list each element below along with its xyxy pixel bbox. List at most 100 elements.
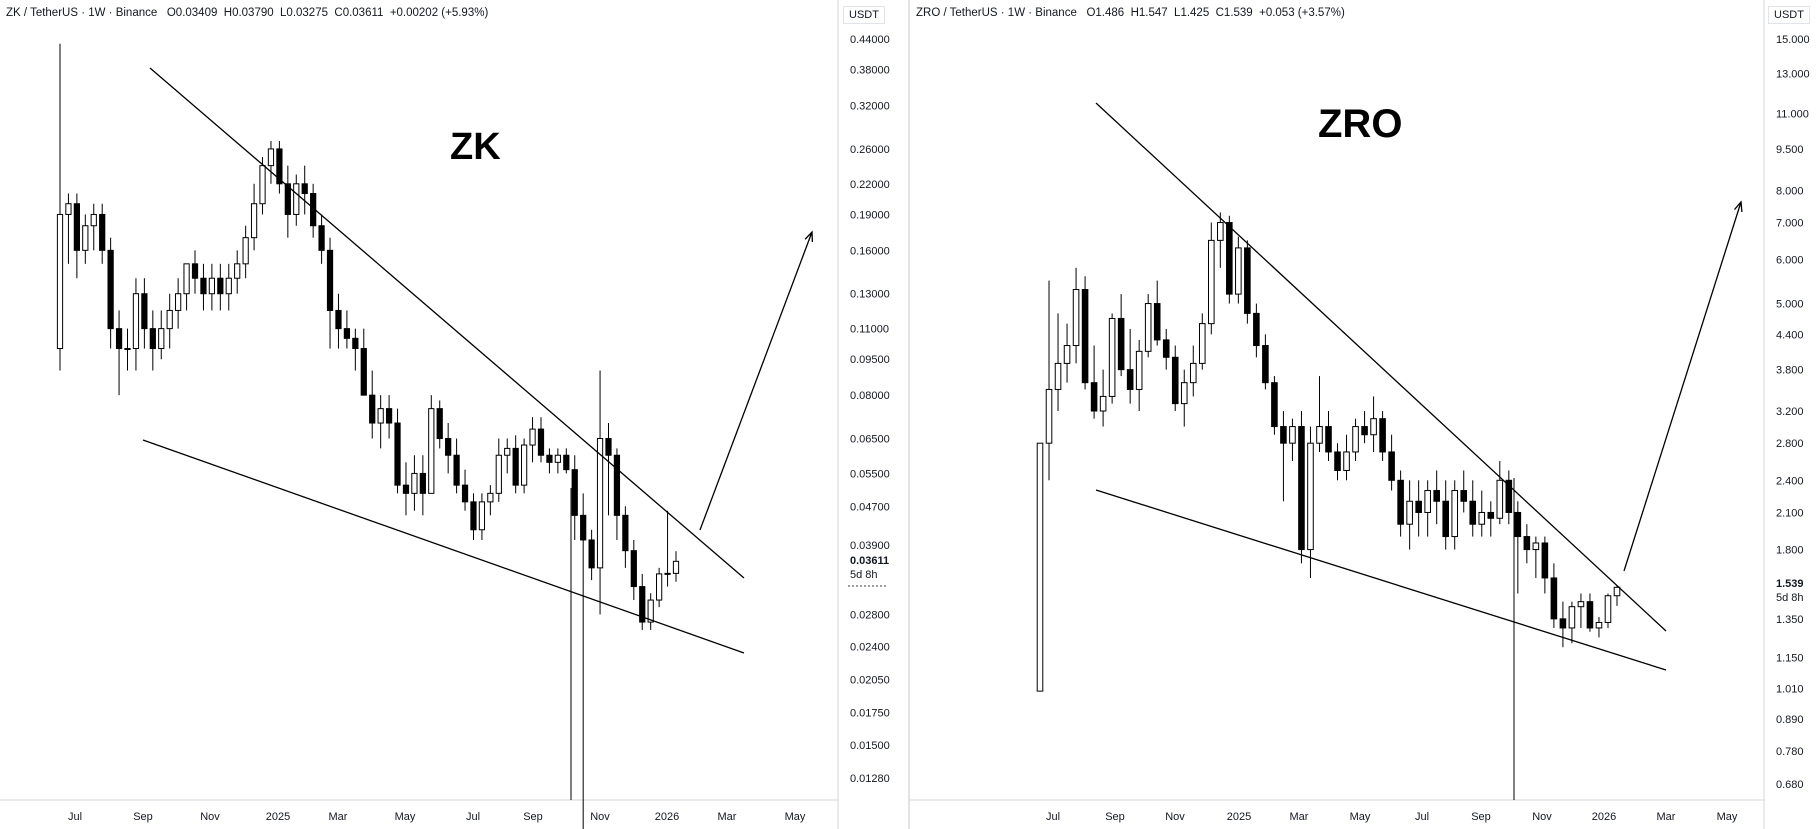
price-tick-label: 0.22000 (850, 179, 890, 191)
high-value: H0.03790 (223, 7, 274, 19)
candle-body (588, 539, 595, 569)
candle-body (529, 428, 536, 446)
zk-candlestick-chart[interactable]: 0.44000 0.38000 0.32000 0.26000 0.22000 0.190… (0, 0, 908, 829)
price-tick-label: 1.010 (1776, 684, 1804, 696)
time-tick-label: 2025 (1227, 811, 1251, 823)
candle-body (1388, 451, 1395, 481)
countdown-label: 5d 8h (850, 569, 878, 581)
candle-body (495, 454, 502, 494)
candle-body (1487, 511, 1495, 519)
candle-body (1406, 500, 1413, 525)
candle-body (1325, 426, 1332, 453)
candle-body (554, 454, 561, 463)
chart-header: ZRO / TetherUS · 1W · Binance O1.486 H1.… (916, 7, 1345, 19)
price-tick-label: 5.000 (1776, 299, 1804, 311)
candle-body (318, 225, 325, 251)
time-tick-label: May (1717, 811, 1738, 823)
candle-body (1514, 511, 1522, 538)
candle-body (158, 328, 165, 350)
chart-header: ZK / TetherUS · 1W · Binance O0.03409 H0… (6, 7, 488, 19)
time-tick-label: May (785, 811, 806, 823)
candle-body (1307, 442, 1314, 551)
candle-body (82, 225, 89, 251)
candle-body (537, 428, 545, 456)
candle-body (99, 213, 106, 251)
candle-body (1442, 500, 1449, 538)
candle-body (453, 454, 460, 486)
trendline (149, 67, 745, 579)
symbol-label: ZK / TetherUS · 1W · Binance (6, 7, 158, 19)
candle-body (1054, 362, 1062, 390)
zro-chart-panel[interactable]: ZRO / TetherUS · 1W · Binance O1.486 H1.… (910, 0, 1816, 829)
price-tick-label: 0.38000 (850, 65, 890, 77)
trendline (1095, 489, 1667, 671)
candle-body (1253, 312, 1260, 347)
candle-body (1577, 601, 1585, 608)
time-tick-label: Mar (329, 811, 348, 823)
time-tick-label: May (395, 811, 416, 823)
candle-body (352, 337, 359, 350)
candle-body (1451, 490, 1459, 538)
candle-body (1478, 511, 1486, 525)
arrow-head (804, 230, 814, 243)
ticker-title: ZK (450, 126, 501, 168)
price-tick-label: 2.800 (1776, 438, 1804, 450)
low-value: L0.03275 (280, 7, 328, 19)
candle-body (613, 454, 621, 516)
candle-body (377, 408, 384, 424)
countdown-label: 5d 8h (1776, 592, 1804, 604)
time-tick-label: Nov (1532, 811, 1552, 823)
candle-body (1090, 382, 1098, 412)
price-tick-label: 8.000 (1776, 185, 1804, 197)
price-tick-label: 0.06500 (850, 434, 890, 446)
candle-body (672, 560, 680, 574)
candle-body (1244, 247, 1251, 314)
candle-body (276, 148, 283, 185)
price-tick-label: 0.16000 (850, 245, 890, 257)
price-tick-label: 0.02800 (850, 609, 890, 621)
candle-body (512, 447, 519, 486)
candle-body (656, 573, 663, 601)
candle-body (1361, 426, 1368, 436)
candle-body (1217, 222, 1224, 241)
zro-candlestick-chart[interactable]: 15.000 13.000 11.000 9.500 8.000 7.000 6.000 5.… (910, 0, 1816, 829)
candle-body (1262, 345, 1269, 384)
panel-divider[interactable] (908, 0, 910, 829)
candle-body (1153, 303, 1161, 341)
candle-body (411, 472, 418, 494)
candle-body (1189, 362, 1197, 384)
candle-body (1081, 289, 1089, 384)
candle-body (183, 263, 190, 295)
time-tick-label: Nov (1165, 811, 1185, 823)
candle-body (1343, 451, 1350, 471)
candle-body (200, 277, 207, 295)
price-tick-label: 1.350 (1776, 614, 1804, 626)
time-tick-label: Sep (1471, 811, 1491, 823)
candle-body (1550, 577, 1558, 620)
candle-body (419, 472, 426, 494)
candle-body (1469, 500, 1477, 525)
candle-body (1289, 426, 1296, 444)
candle-body (1541, 542, 1549, 579)
candle-body (394, 422, 401, 486)
candle-body (175, 293, 182, 311)
change-value: +0.053 (+3.57%) (1259, 7, 1345, 19)
candle-body (1460, 490, 1468, 502)
price-tick-label: 0.05500 (850, 468, 890, 480)
candle-body (326, 249, 334, 311)
currency-label[interactable]: USDT (843, 6, 885, 24)
price-tick-label: 9.500 (1776, 144, 1804, 156)
candle-body (1162, 339, 1170, 358)
zk-chart-panel[interactable]: ZK / TetherUS · 1W · Binance O0.03409 H0… (0, 0, 908, 829)
arrow-head (1734, 200, 1743, 213)
candle-body (217, 277, 224, 295)
currency-label[interactable]: USDT (1768, 6, 1810, 24)
candle-body (1280, 426, 1287, 444)
time-tick-label: Mar (1657, 811, 1676, 823)
time-tick-label: Mar (718, 811, 737, 823)
price-tick-label: 11.000 (1776, 109, 1809, 121)
candle-body (461, 484, 469, 503)
trendline (1095, 102, 1667, 632)
candle-body (234, 263, 241, 279)
candle-body (242, 237, 249, 265)
